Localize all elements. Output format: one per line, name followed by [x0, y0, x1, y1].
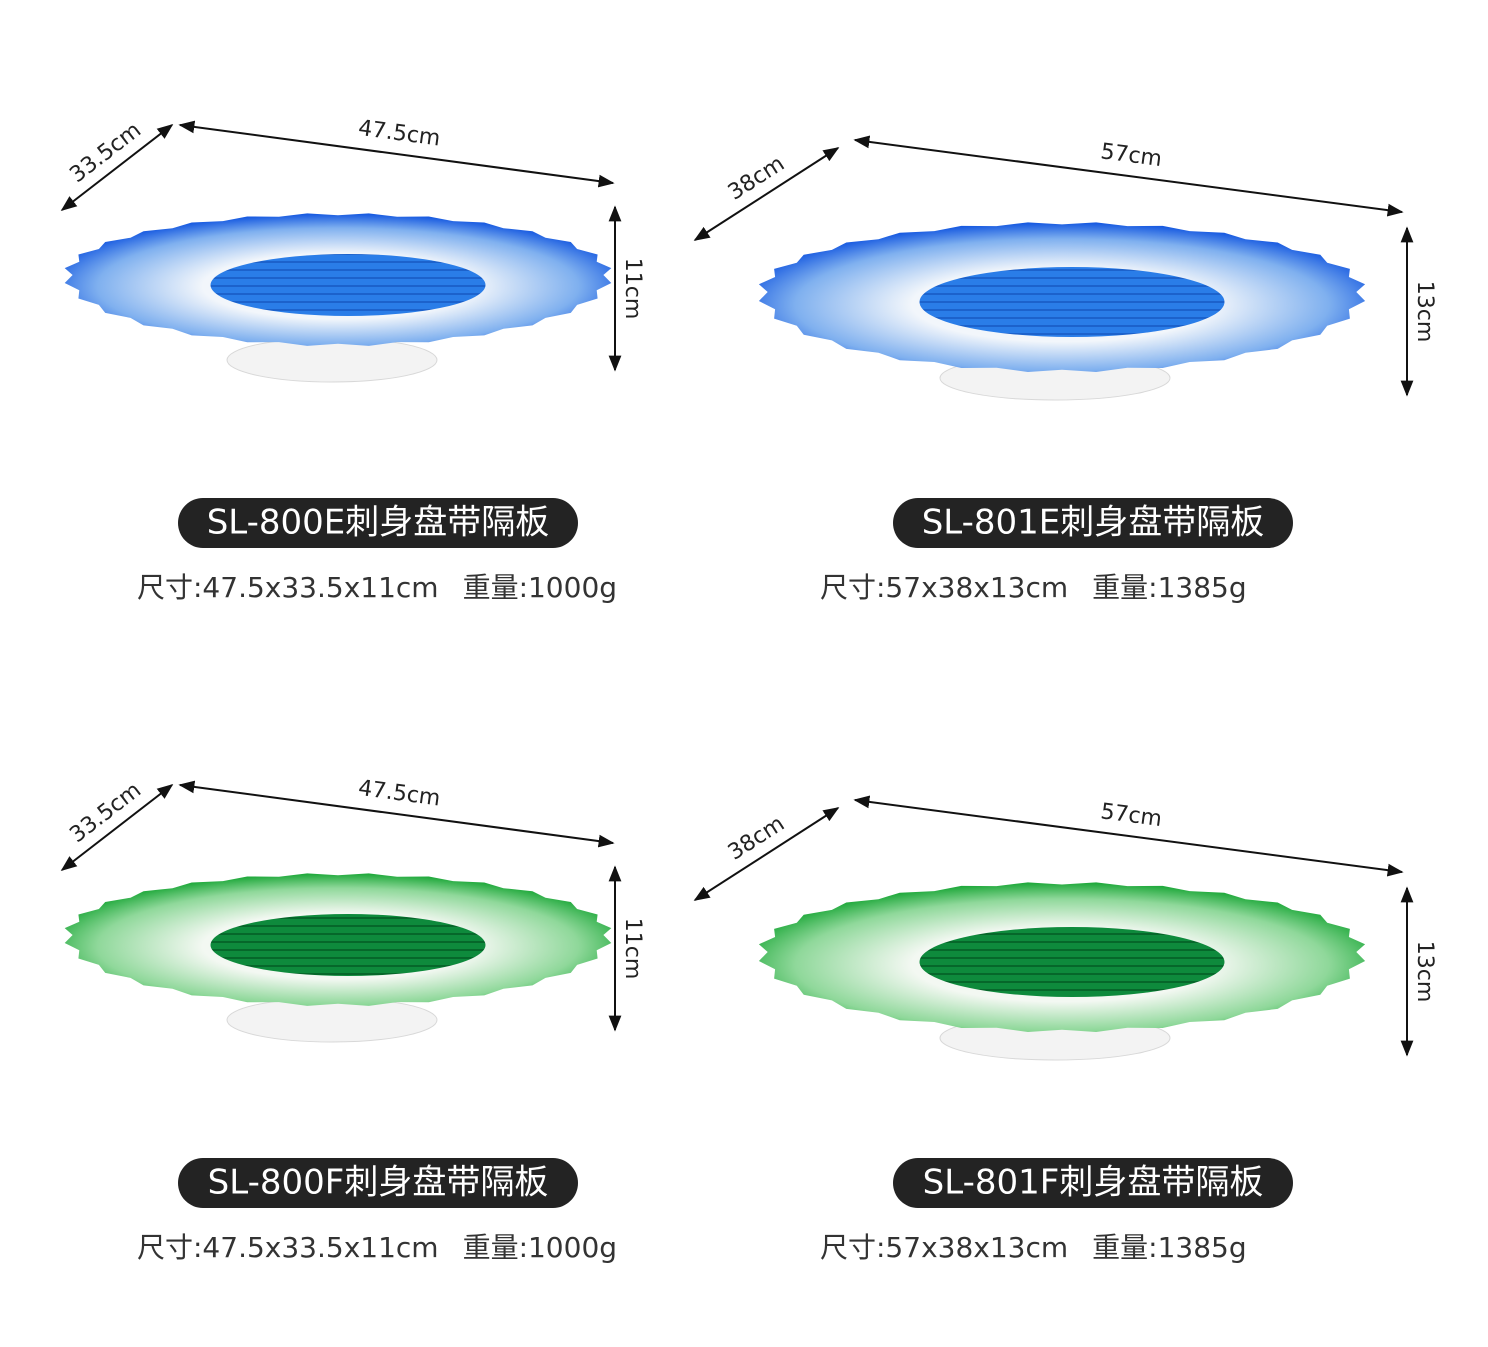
product-size: 尺寸:57x38x13cm [820, 1231, 1068, 1264]
dimension-label: 38cm [724, 151, 789, 205]
product-name: SL-801F刺身盘带隔板 [923, 1163, 1264, 1203]
dimension-label: 57cm [1099, 139, 1163, 172]
plate-divider [919, 267, 1225, 337]
name-pill [893, 1158, 1293, 1208]
name-pill [893, 498, 1293, 548]
product-panel: 47.5cm33.5cm11cmSL-800F刺身盘带隔板尺寸:47.5x33.… [60, 776, 645, 1264]
plate-divider [919, 927, 1225, 997]
name-pill [178, 1158, 578, 1208]
plate-divider [210, 254, 486, 316]
plate-divider [210, 914, 486, 976]
dimension-arrow [853, 135, 1404, 217]
dimension-arrow [60, 124, 174, 211]
product-size: 尺寸:47.5x33.5x11cm [137, 1231, 439, 1264]
dimension-arrow [178, 780, 615, 848]
dimension-label: 11cm [620, 918, 645, 980]
product-name: SL-801E刺身盘带隔板 [922, 503, 1265, 543]
dimension-arrow [853, 795, 1404, 877]
dimension-arrow [60, 784, 174, 871]
dimension-arrow [693, 147, 840, 241]
product-weight: 重量:1000g [463, 1231, 617, 1264]
product-weight: 重量:1000g [463, 571, 617, 604]
product-size: 尺寸:47.5x33.5x11cm [137, 571, 439, 604]
dimension-label: 13cm [1412, 941, 1437, 1003]
dimension-arrow [693, 807, 840, 901]
product-panel: 47.5cm33.5cm11cmSL-800E刺身盘带隔板尺寸:47.5x33.… [60, 116, 645, 604]
dimension-arrow [178, 120, 615, 188]
product-name: SL-800F刺身盘带隔板 [208, 1163, 549, 1203]
dimension-label: 47.5cm [357, 116, 442, 152]
dimension-label: 47.5cm [357, 776, 442, 812]
plate-base [226, 997, 438, 1043]
plate-base [226, 337, 438, 383]
name-pill [178, 498, 578, 548]
dimension-label: 13cm [1412, 281, 1437, 343]
product-name: SL-800E刺身盘带隔板 [207, 503, 550, 543]
dimension-label: 57cm [1099, 799, 1163, 832]
product-size: 尺寸:57x38x13cm [820, 571, 1068, 604]
product-weight: 重量:1385g [1092, 1231, 1246, 1264]
dimension-label: 38cm [724, 811, 789, 865]
dimension-label: 11cm [620, 258, 645, 320]
product-weight: 重量:1385g [1092, 571, 1246, 604]
